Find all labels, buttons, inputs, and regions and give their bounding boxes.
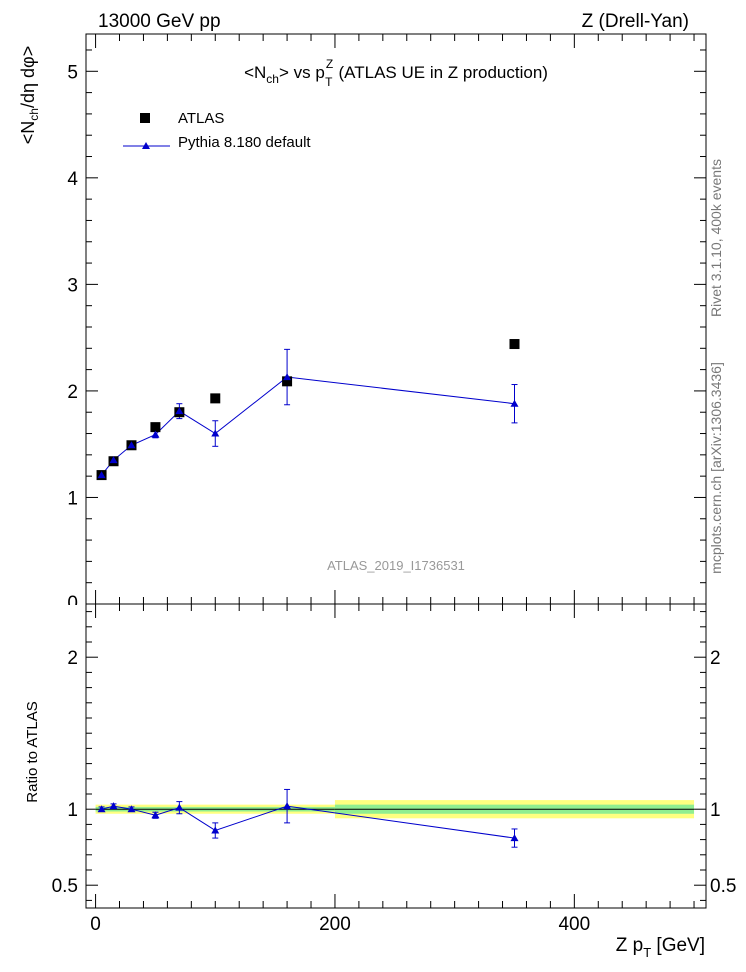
ratio-ytick-label: 1	[67, 800, 78, 821]
ratio-ytick-label-right: 1	[710, 800, 721, 821]
ratio-ytick-label: 2	[67, 648, 78, 669]
ratio-panel-layer: 0 200 400 0.5 0.5 1 1 2 2	[52, 604, 736, 935]
title-part-1: <N	[244, 63, 266, 82]
main-ytick-label: 3	[67, 275, 78, 296]
ratio-xtick-label: 0	[90, 914, 101, 935]
ratio-pythia-point	[109, 802, 118, 810]
chart-title: <Nch> vs pZ T (ATLAS UE in Z production)	[244, 57, 548, 89]
header-left: 13000 GeV pp	[98, 11, 221, 32]
atlas-point	[509, 339, 520, 350]
title-sub2: T	[325, 75, 333, 89]
ratio-pythia-point	[151, 811, 160, 819]
ratio-ylabel: Ratio to ATLAS	[24, 701, 41, 802]
pythia-point	[283, 373, 292, 381]
ratio-pythia-point	[283, 802, 292, 810]
ratio-pythia-point	[127, 805, 136, 813]
pythia-point	[151, 430, 160, 438]
atlas-point	[210, 393, 221, 404]
main-ytick-label: 4	[67, 169, 78, 190]
atlas-point	[282, 376, 293, 387]
legend-label-atlas: ATLAS	[178, 110, 224, 127]
ratio-pythia-point	[211, 826, 220, 834]
mcplots-label: mcplots.cern.ch [arXiv:1306.3436]	[708, 362, 724, 574]
ratio-pythia-line	[101, 805, 515, 839]
title-part-2: > vs p	[279, 63, 325, 82]
ratio-xlabel: Z pT [GeV]	[616, 935, 705, 960]
atlas-point	[150, 422, 161, 433]
legend-marker-atlas	[140, 113, 150, 123]
main-panel-layer: 1 2 3 4 5 0	[56, 34, 706, 615]
ratio-pythia-point	[510, 834, 519, 842]
title-sup: Z	[326, 57, 333, 71]
main-ytick-label-zero: 0	[67, 593, 78, 614]
ratio-pythia-point	[97, 805, 106, 813]
ratio-pythia-point	[175, 803, 184, 811]
pythia-point	[175, 407, 184, 415]
main-ytick-label: 5	[67, 62, 78, 83]
title-rest: (ATLAS UE in Z production)	[339, 63, 548, 82]
ratio-ytick-label-right: 2	[710, 648, 721, 669]
main-ytick-label: 2	[67, 382, 78, 403]
ratio-frame	[85, 603, 707, 909]
analysis-watermark: ATLAS_2019_I1736531	[327, 558, 465, 573]
ratio-ytick-label: 0.5	[52, 876, 78, 897]
legend-label-pythia: Pythia 8.180 default	[178, 134, 311, 151]
pythia-point	[211, 429, 220, 437]
pythia-point	[127, 441, 136, 449]
header-right: Z (Drell-Yan)	[582, 11, 689, 32]
ratio-ytick-label-right: 0.5	[710, 876, 736, 897]
ratio-xtick-label: 400	[558, 914, 590, 935]
pythia-point	[109, 456, 118, 464]
pythia-point	[97, 471, 106, 479]
title-sub: ch	[266, 72, 279, 86]
pythia-line	[101, 376, 515, 476]
legend-marker-pythia	[142, 142, 150, 149]
zero-label-mask	[56, 605, 84, 615]
rivet-label: Rivet 3.1.10, 400k events	[708, 159, 724, 317]
main-ytick-label: 1	[67, 488, 78, 509]
pythia-point	[510, 399, 519, 407]
ratio-xtick-label: 200	[319, 914, 351, 935]
main-ylabel: <Nch/dη dφ>	[18, 46, 41, 144]
